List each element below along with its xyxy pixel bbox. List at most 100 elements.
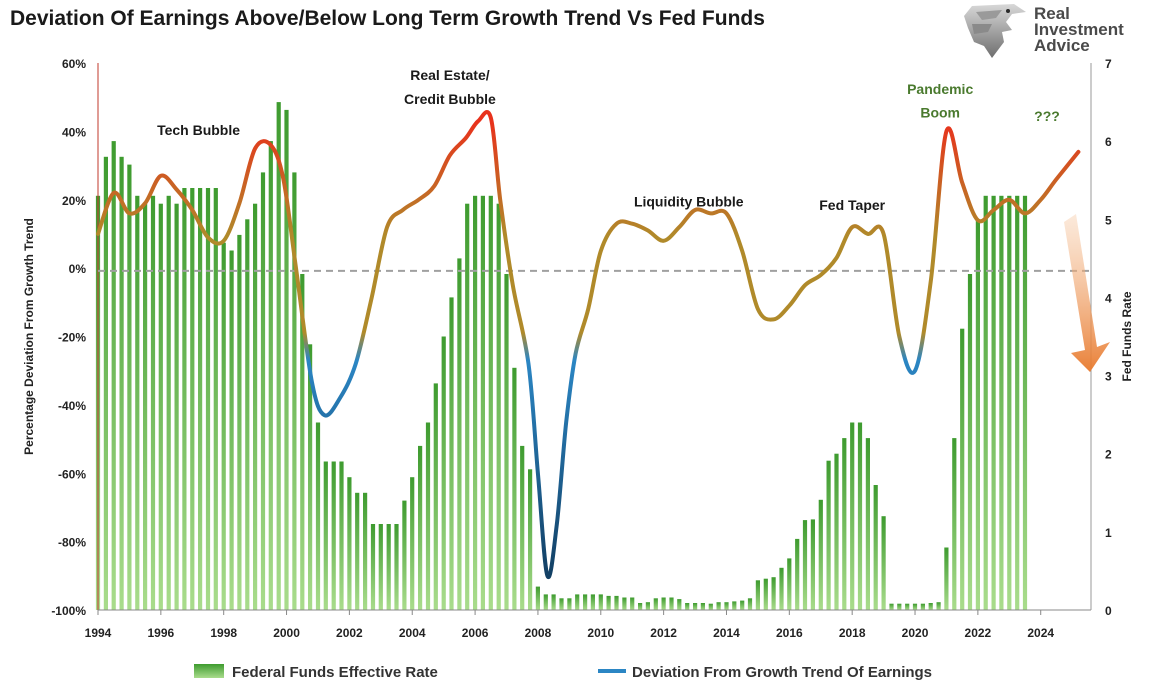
- fed-funds-bar: [253, 203, 258, 610]
- fed-funds-bar: [787, 558, 792, 610]
- x-tick-label: 2016: [776, 626, 803, 640]
- fed-funds-bar: [457, 258, 462, 610]
- eagle-head-icon: [964, 4, 1026, 58]
- fed-funds-bar: [598, 594, 603, 610]
- fed-funds-bar: [881, 516, 886, 610]
- fed-funds-bar: [190, 188, 195, 610]
- fed-funds-bar: [119, 156, 124, 611]
- fed-funds-bar: [708, 603, 713, 610]
- fed-funds-bar: [425, 422, 431, 610]
- legend-bar-swatch: [194, 664, 224, 678]
- fed-funds-bar: [967, 274, 973, 610]
- fed-funds-bar: [645, 602, 650, 610]
- fed-funds-bar: [370, 524, 376, 610]
- fed-funds-bar: [590, 594, 595, 610]
- fed-funds-bar: [912, 603, 918, 610]
- fed-funds-bar: [260, 172, 266, 610]
- fed-funds-bar: [245, 219, 250, 611]
- fed-funds-bar: [198, 188, 203, 610]
- x-tick-label: 2018: [839, 626, 866, 640]
- x-tick-label: 2020: [902, 626, 929, 640]
- fed-funds-bar: [669, 597, 674, 610]
- x-tick-label: 1998: [210, 626, 237, 640]
- fed-funds-bar: [394, 524, 399, 610]
- fed-funds-bar: [850, 422, 855, 610]
- fed-funds-bar: [135, 195, 140, 611]
- fed-funds-bar: [441, 336, 446, 610]
- fed-funds-bar: [724, 602, 729, 610]
- chart-annotation: Boom: [920, 105, 960, 121]
- chart-annotation: Real Estate/: [410, 67, 489, 83]
- fed-funds-bar: [865, 438, 870, 610]
- fed-funds-bar: [143, 203, 148, 610]
- x-tick-label: 2022: [965, 626, 992, 640]
- fed-funds-bar: [237, 234, 242, 610]
- fed-funds-bar: [771, 577, 776, 610]
- y-right-tick-label: 2: [1105, 448, 1112, 462]
- fed-funds-bar: [331, 461, 336, 610]
- fed-funds-bar: [677, 599, 682, 610]
- fed-funds-bar: [205, 188, 211, 610]
- y-right-tick-label: 1: [1105, 526, 1112, 540]
- fed-funds-bar: [763, 578, 768, 610]
- fed-funds-bar: [378, 524, 383, 610]
- fed-funds-bar: [1022, 195, 1028, 611]
- chart-annotation: Liquidity Bubble: [634, 194, 744, 210]
- fed-funds-bar: [960, 328, 965, 610]
- y-left-axis-label: Percentage Deviation From Growth Trend: [22, 218, 36, 455]
- chart-annotation: Fed Taper: [819, 197, 885, 213]
- fed-funds-bar: [567, 598, 572, 610]
- fed-funds-bar: [347, 477, 352, 610]
- y-left-tick-label: 0%: [69, 262, 87, 276]
- logo-text-line1: Real: [1034, 4, 1070, 23]
- fed-funds-bar: [512, 367, 517, 610]
- logo: Real Investment Advice: [962, 2, 1162, 60]
- y-right-tick-label: 6: [1105, 135, 1112, 149]
- legend: Federal Funds Effective Rate Deviation F…: [194, 664, 932, 681]
- fed-funds-bar: [284, 109, 289, 611]
- annotations: Tech Bubble Real Estate/Credit Bubble Liqu…: [157, 67, 1060, 213]
- fed-funds-bar: [920, 603, 925, 610]
- fed-funds-bars: [95, 102, 1028, 611]
- fed-funds-bar: [716, 602, 721, 610]
- fed-funds-bar: [818, 499, 823, 610]
- fed-funds-bar: [166, 195, 171, 611]
- fed-funds-bar: [268, 141, 273, 610]
- x-tick-label: 2004: [399, 626, 426, 640]
- fed-funds-bar: [991, 195, 996, 611]
- x-tick-label: 2002: [336, 626, 363, 640]
- fed-funds-bar: [1015, 195, 1020, 611]
- fed-funds-bar: [810, 519, 815, 610]
- fed-funds-bar: [213, 188, 218, 610]
- y-right-tick-label: 0: [1105, 604, 1112, 618]
- chart-annotation: Credit Bubble: [404, 91, 496, 107]
- fed-funds-bar: [944, 547, 949, 610]
- fed-funds-bar: [693, 603, 698, 610]
- fed-funds-bar: [559, 598, 564, 610]
- fed-funds-bar: [480, 195, 485, 611]
- fed-funds-bar: [638, 603, 643, 610]
- x-tick-label: 1994: [85, 626, 112, 640]
- fed-funds-bar: [873, 485, 878, 610]
- fed-funds-bar: [150, 195, 156, 611]
- x-tick-label: 2024: [1027, 626, 1054, 640]
- fed-funds-bar: [779, 567, 784, 610]
- earnings-deviation-line: [96, 110, 1081, 580]
- x-tick-label: 2012: [650, 626, 677, 640]
- y-left-tick-label: 20%: [62, 194, 86, 208]
- fed-funds-bar: [1007, 195, 1012, 611]
- fed-funds-bar: [221, 242, 226, 610]
- chart-annotation: ???: [1034, 108, 1060, 124]
- legend-label-earnings: Deviation From Growth Trend Of Earnings: [632, 664, 932, 681]
- fed-funds-bar: [928, 603, 933, 610]
- fed-funds-bar: [127, 164, 132, 610]
- y-right-axis-label: Fed Funds Rate: [1120, 291, 1134, 381]
- y-left-tick-label: 60%: [62, 57, 86, 71]
- fed-funds-bar: [755, 580, 760, 610]
- fed-funds-bar: [606, 595, 611, 610]
- y-left-tick-label: -60%: [58, 467, 86, 481]
- fed-funds-bar: [449, 297, 454, 610]
- y-right-tick-label: 7: [1105, 57, 1112, 71]
- fed-funds-bar: [614, 595, 619, 610]
- forecast-arrow: [1064, 214, 1110, 372]
